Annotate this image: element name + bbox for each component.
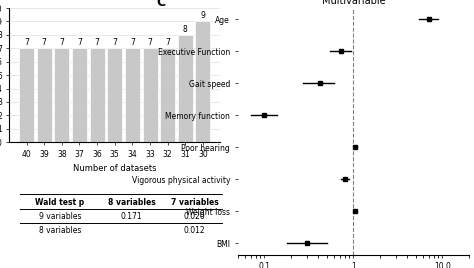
Text: 7: 7 xyxy=(42,38,46,47)
Bar xyxy=(178,35,193,142)
Bar xyxy=(160,48,175,142)
Text: Wald test p: Wald test p xyxy=(36,198,85,207)
Text: 7: 7 xyxy=(165,38,170,47)
Text: 7: 7 xyxy=(59,38,64,47)
Text: 7: 7 xyxy=(130,38,135,47)
Bar xyxy=(55,48,69,142)
Text: 0.012: 0.012 xyxy=(184,226,206,234)
Bar xyxy=(107,48,122,142)
Text: 8: 8 xyxy=(183,25,188,34)
Bar xyxy=(125,48,140,142)
Bar xyxy=(195,21,210,142)
Title: Multivariable: Multivariable xyxy=(322,0,385,6)
Text: 7: 7 xyxy=(77,38,82,47)
Text: 0.171: 0.171 xyxy=(121,212,142,221)
Text: 8 variables: 8 variables xyxy=(39,226,81,234)
Bar xyxy=(36,48,52,142)
Text: 7: 7 xyxy=(24,38,29,47)
Text: 9: 9 xyxy=(201,11,205,20)
Text: 0.020: 0.020 xyxy=(184,212,206,221)
Text: 7 variables: 7 variables xyxy=(171,198,219,207)
Text: 8 variables: 8 variables xyxy=(108,198,155,207)
Text: C: C xyxy=(156,0,166,9)
Text: 7: 7 xyxy=(147,38,153,47)
X-axis label: Number of datasets: Number of datasets xyxy=(73,164,156,173)
Bar xyxy=(90,48,105,142)
Bar xyxy=(19,48,34,142)
Bar xyxy=(72,48,87,142)
Text: 7: 7 xyxy=(112,38,117,47)
Text: 7: 7 xyxy=(95,38,100,47)
Text: 9 variables: 9 variables xyxy=(39,212,81,221)
Bar xyxy=(143,48,157,142)
